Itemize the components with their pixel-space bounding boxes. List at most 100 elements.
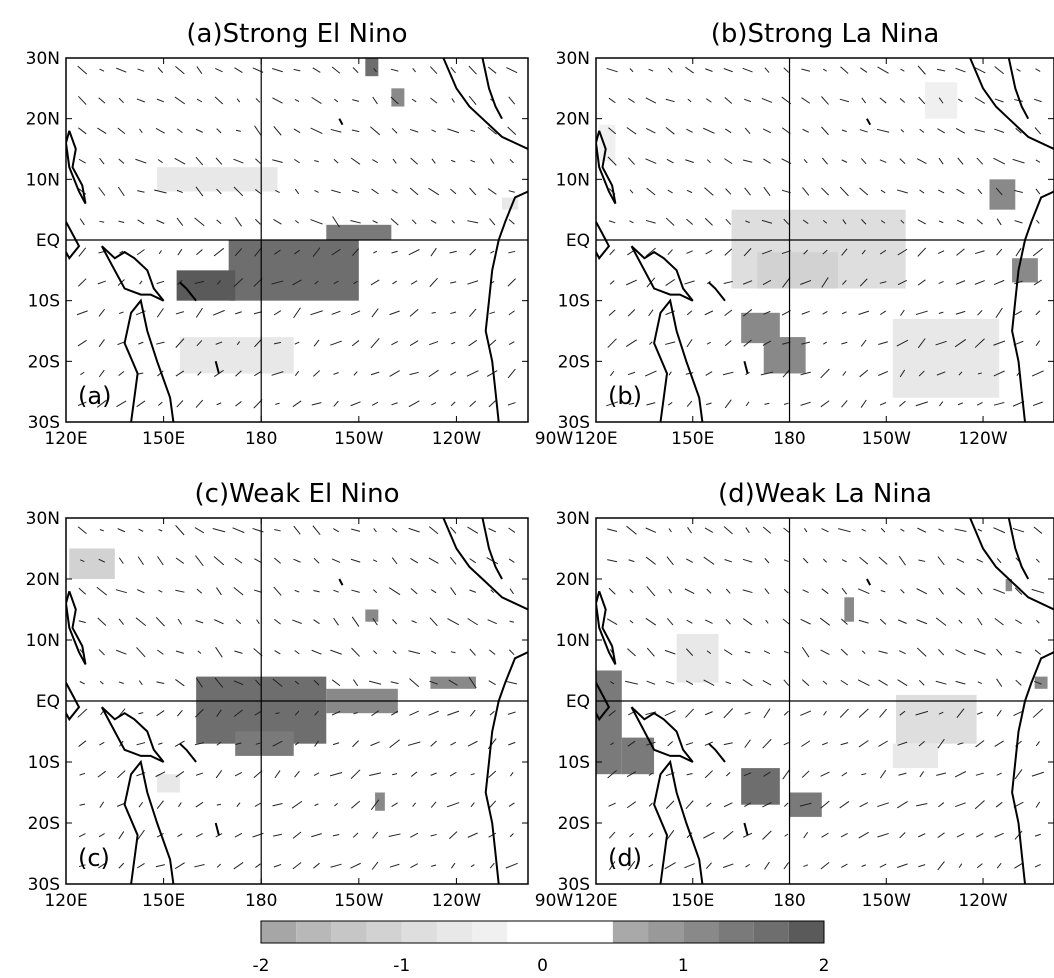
wind-arrow	[508, 250, 516, 254]
wind-arrow	[628, 559, 635, 563]
wind-arrow	[996, 862, 1002, 869]
wind-arrow	[625, 279, 637, 286]
wind-arrow	[609, 280, 615, 285]
wind-arrow	[1034, 649, 1041, 655]
wind-arrow	[155, 864, 165, 868]
wind-arrow	[486, 557, 499, 565]
wind-arrow	[819, 617, 831, 626]
wind-arrow	[686, 400, 693, 407]
wind-arrow	[841, 772, 848, 777]
wind-arrow	[137, 556, 144, 566]
wind-arrow	[313, 862, 320, 869]
wind-arrow	[955, 310, 966, 315]
wind-arrow	[450, 526, 457, 534]
coastline	[653, 298, 704, 422]
shaded-cell	[844, 597, 855, 622]
colorbar-swatch	[472, 921, 508, 943]
wind-arrow	[77, 339, 87, 347]
wind-arrow	[409, 340, 419, 346]
wind-arrow	[703, 831, 715, 839]
wind-arrow	[350, 401, 361, 407]
panel-label: (d)	[608, 844, 642, 872]
wind-arrow	[1014, 769, 1023, 780]
wind-arrow	[994, 832, 1004, 838]
shaded-cell	[235, 731, 294, 756]
wind-arrow	[509, 772, 514, 777]
wind-arrow	[448, 679, 458, 686]
wind-arrow	[705, 619, 713, 624]
wind-arrow	[333, 400, 339, 407]
wind-arrow	[78, 278, 87, 287]
shaded-cell	[157, 167, 278, 192]
wind-arrow	[763, 186, 771, 197]
wind-arrow	[428, 369, 439, 378]
wind-arrow	[761, 219, 773, 224]
colorbar-swatch	[261, 921, 297, 943]
wind-arrow	[1031, 588, 1045, 594]
wind-arrow	[292, 862, 302, 870]
wind-arrow	[177, 833, 183, 837]
wind-arrow	[78, 247, 87, 257]
wind-arrow	[158, 401, 163, 406]
wind-arrow	[136, 862, 145, 869]
y-tick-label: 30S	[28, 875, 60, 895]
wind-arrow	[955, 587, 966, 595]
wind-arrow	[272, 803, 283, 807]
wind-arrow	[918, 370, 925, 377]
wind-arrow	[627, 157, 635, 165]
wind-arrow	[273, 863, 282, 868]
coastline	[1011, 651, 1054, 884]
wind-arrow	[977, 188, 983, 195]
wind-arrow	[840, 833, 848, 838]
wind-arrow	[96, 586, 108, 596]
wind-arrow	[762, 340, 772, 346]
wind-arrow	[704, 527, 714, 533]
wind-arrow	[310, 219, 323, 225]
wind-arrow	[409, 308, 419, 317]
wind-arrow	[841, 400, 848, 408]
wind-arrow	[272, 68, 283, 73]
wind-arrow	[78, 158, 86, 164]
wind-arrow	[645, 247, 656, 257]
shaded-cell	[391, 88, 405, 107]
wind-arrow	[706, 802, 712, 807]
wind-arrow	[608, 587, 616, 595]
panel-a-plot-area	[66, 58, 528, 422]
wind-arrow	[629, 832, 634, 838]
coastline	[653, 759, 704, 884]
coastline	[123, 759, 175, 884]
shaded-cell	[1012, 258, 1038, 283]
wind-arrow	[409, 187, 419, 196]
wind-arrow	[116, 67, 127, 73]
wind-arrow	[879, 618, 887, 625]
coastlines	[66, 58, 528, 422]
wind-arrow	[667, 741, 674, 747]
wind-arrow	[96, 399, 107, 408]
wind-arrow	[314, 803, 319, 807]
wind-arrow	[897, 679, 908, 687]
x-tick-label: 180	[773, 429, 805, 449]
wind-arrow	[646, 586, 656, 597]
wind-arrow	[801, 68, 811, 72]
wind-arrow	[372, 96, 378, 105]
wind-arrow	[310, 310, 323, 316]
wind-arrow	[488, 832, 497, 838]
wind-arrow	[626, 771, 637, 778]
wind-arrow	[861, 650, 866, 655]
wind-arrow	[390, 68, 399, 72]
wind-arrow	[469, 648, 476, 656]
wind-arrow	[450, 281, 457, 284]
coastline	[630, 706, 694, 763]
wind-arrow	[118, 831, 125, 840]
wind-arrow	[294, 589, 300, 593]
wind-arrow	[687, 98, 692, 103]
wind-arrow	[859, 129, 868, 133]
coastline	[596, 221, 611, 261]
wind-arrow	[447, 128, 460, 134]
wind-arrow	[255, 679, 261, 686]
wind-arrow	[918, 864, 926, 868]
wind-arrow	[784, 833, 789, 837]
wind-arrow	[468, 339, 478, 347]
wind-arrow	[488, 528, 497, 533]
wind-arrow	[97, 770, 107, 778]
